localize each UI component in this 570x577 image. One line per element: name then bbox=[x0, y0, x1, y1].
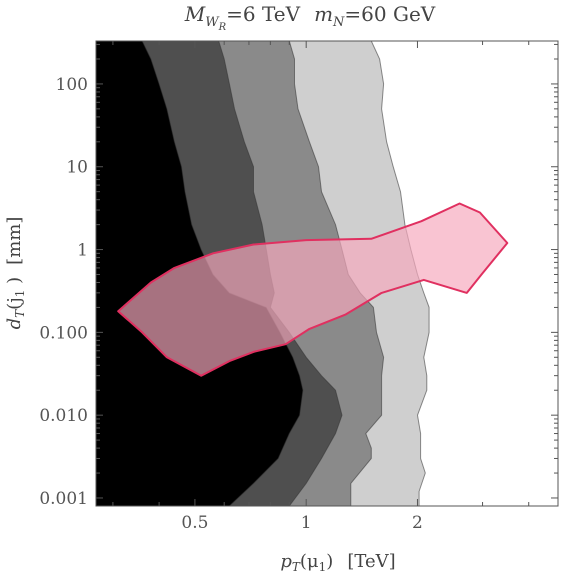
y-tick-label: 100 bbox=[56, 75, 88, 95]
y-axis-ticks: 0.001 0.010 0.100 1 10 100 bbox=[39, 43, 558, 509]
x-tick-label: 0.5 bbox=[181, 513, 208, 533]
y-axis-label: dT(j1 )[mm] bbox=[4, 217, 27, 330]
x-axis-label: pT(μ1) [TeV] bbox=[280, 551, 395, 574]
y-tick-label: 0.010 bbox=[39, 406, 88, 426]
y-tick-label: 0.100 bbox=[39, 323, 88, 343]
chart-title: MWR=6 TeV mN=60 GeV bbox=[184, 2, 436, 33]
y-tick-label: 10 bbox=[66, 158, 88, 178]
signal-region bbox=[117, 202, 509, 377]
plot-area bbox=[96, 41, 558, 506]
x-tick-label: 1 bbox=[301, 513, 312, 533]
plot-frame bbox=[95, 40, 559, 507]
x-axis-ticks: 0.5 1 2 bbox=[112, 41, 530, 533]
x-tick-label: 2 bbox=[412, 513, 423, 533]
y-tick-label: 0.001 bbox=[39, 489, 88, 509]
y-tick-label: 1 bbox=[77, 241, 88, 261]
signal-region-group bbox=[117, 202, 509, 377]
